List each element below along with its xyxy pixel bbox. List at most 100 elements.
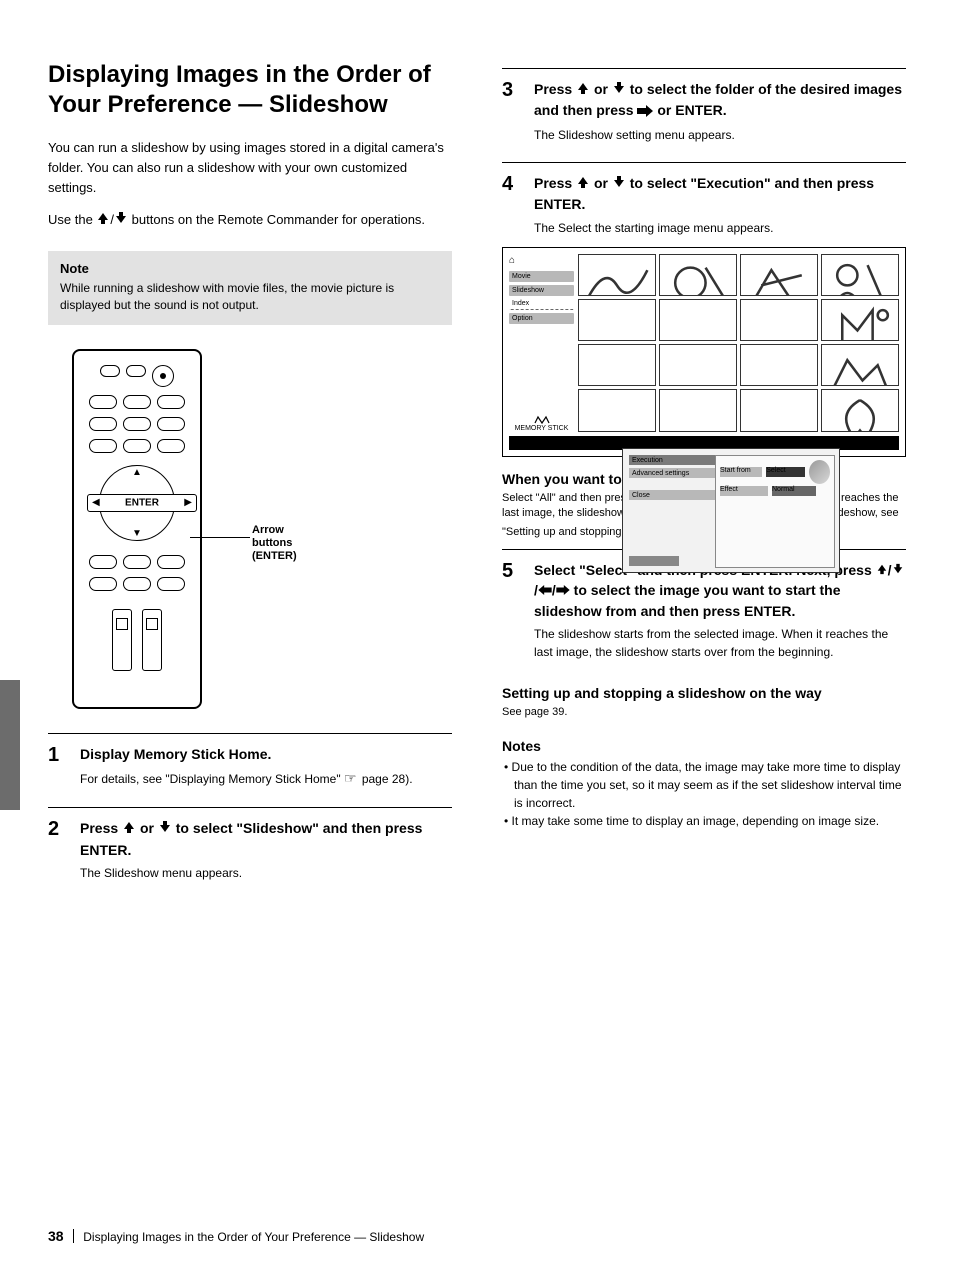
remote-paddle — [142, 609, 162, 671]
remote-button — [157, 439, 185, 453]
sidebar-item: Slideshow — [509, 285, 574, 296]
setup-line: Use the / buttons on the Remote Commande… — [48, 210, 452, 231]
remote-button — [123, 439, 151, 453]
thumbnail — [740, 254, 818, 296]
step-text: Press or to select "Slideshow" and then … — [80, 818, 452, 882]
dialog-overlay: Execution▸ Advanced settings▸ Close Star… — [622, 448, 840, 573]
note-bullet: • Due to the condition of the data, the … — [514, 758, 906, 812]
remote-button — [123, 555, 151, 569]
thumbnail — [821, 344, 899, 386]
right-arrow-icon — [637, 102, 653, 122]
home-icon: ⌂ — [509, 254, 574, 268]
step-3: 3 Press or to select the folder of the d… — [502, 79, 906, 144]
dpad-down-icon: ▼ — [132, 528, 142, 539]
remote-button — [100, 365, 120, 377]
memorystick-icon: MEMORY STICK — [509, 415, 574, 432]
remote-button — [123, 577, 151, 591]
dpad: ▲ ▼ ◀ ENTER ▶ — [87, 463, 187, 543]
dialog-submenu: Start from Select Effect Normal — [715, 455, 835, 568]
remote-power-icon — [152, 365, 174, 387]
step-5: 5 Select "Select" and then press ENTER. … — [502, 560, 906, 661]
enter-label: ENTER — [125, 497, 159, 508]
intro: You can run a slideshow by using images … — [48, 138, 452, 198]
divider — [502, 162, 906, 163]
thumbnail-grid — [578, 254, 899, 432]
step-text: Select "Select" and then press ENTER. Ne… — [534, 560, 906, 661]
step-number: 5 — [502, 560, 524, 661]
remote-illustration: ▲ ▼ ◀ ENTER ▶ — [72, 349, 242, 709]
divider — [502, 68, 906, 69]
divider — [48, 733, 452, 734]
step-sub: The slideshow starts from the selected i… — [534, 625, 906, 661]
step-number: 2 — [48, 818, 70, 882]
dialog-item: Close — [629, 490, 724, 500]
step-text: Press or to select the folder of the des… — [534, 79, 906, 144]
subsection-body: See page 39. — [502, 705, 906, 720]
remote-button — [157, 555, 185, 569]
notes-heading: Notes — [502, 738, 906, 754]
dpad-bar: ◀ ENTER ▶ — [87, 494, 197, 512]
thumbnail — [821, 389, 899, 431]
step-2: 2 Press or to select "Slideshow" and the… — [48, 818, 452, 882]
remote-button — [123, 395, 151, 409]
thumbnail — [821, 299, 899, 341]
step-4: 4 Press or to select "Execution" and the… — [502, 173, 906, 237]
sub-label: Effect — [720, 486, 768, 496]
thumbnail — [578, 299, 656, 341]
page-number: 38 — [48, 1228, 64, 1244]
down-arrow-icon — [612, 174, 626, 194]
dialog-close-bar — [629, 556, 679, 566]
step-1: 1 Display Memory Stick Home. For details… — [48, 744, 452, 789]
thumbnail — [659, 389, 737, 431]
left-column: Displaying Images in the Order of Your P… — [48, 60, 462, 1234]
thumbnail — [659, 254, 737, 296]
sidebar-item: Index — [509, 299, 574, 310]
thumbnail — [740, 344, 818, 386]
side-tab — [0, 680, 20, 810]
thumbnail — [740, 389, 818, 431]
page: Displaying Images in the Order of Your P… — [0, 0, 954, 1274]
dpad-left-icon: ◀ — [92, 497, 100, 508]
thumbnail — [659, 299, 737, 341]
remote-button — [123, 417, 151, 431]
sub-value: Normal — [772, 486, 816, 496]
up-arrow-icon — [96, 211, 110, 231]
sidebar-item: Movie — [509, 271, 574, 282]
up-arrow-icon — [576, 174, 590, 194]
sub-value: Select — [766, 467, 805, 477]
down-arrow-icon — [114, 211, 128, 231]
step-sub: The Select the starting image menu appea… — [534, 219, 906, 237]
remote-button — [157, 417, 185, 431]
note-box: Note While running a slideshow with movi… — [48, 251, 452, 325]
page-section-label: Displaying Images in the Order of Your P… — [83, 1230, 424, 1244]
remote-button — [157, 577, 185, 591]
dpad-up-icon: ▲ — [132, 467, 142, 478]
down-arrow-icon — [158, 819, 172, 839]
dpad-right-icon: ▶ — [184, 497, 192, 508]
up-arrow-icon — [122, 819, 136, 839]
thumbnail — [740, 299, 818, 341]
callout-a: Arrow buttons — [252, 524, 292, 549]
thumbnail — [821, 254, 899, 296]
step-number: 4 — [502, 173, 524, 237]
remote-paddle — [112, 609, 132, 671]
callout-b: (ENTER) — [252, 550, 297, 562]
thumbnail — [659, 344, 737, 386]
step-sub: The Slideshow setting menu appears. — [534, 126, 906, 144]
step-sub: For details, see "Displaying Memory Stic… — [80, 768, 452, 789]
remote-body: ▲ ▼ ◀ ENTER ▶ — [72, 349, 202, 709]
screen-sidebar: ⌂ Movie Slideshow Index Option MEMORY ST… — [509, 254, 574, 432]
thumbnail — [578, 254, 656, 296]
thumbnail — [578, 344, 656, 386]
remote-button — [89, 395, 117, 409]
divider — [48, 807, 452, 808]
remote-button — [126, 365, 146, 377]
callout-line — [190, 537, 250, 538]
dialog-menu: Execution▸ Advanced settings▸ Close — [629, 455, 724, 500]
up-arrow-icon — [576, 80, 590, 100]
step-number: 1 — [48, 744, 70, 789]
step-text: Press or to select "Execution" and then … — [534, 173, 906, 237]
dialog-item: Advanced settings▸ — [629, 468, 724, 478]
remote-button — [89, 577, 117, 591]
right-column: 3 Press or to select the folder of the d… — [492, 60, 906, 1234]
